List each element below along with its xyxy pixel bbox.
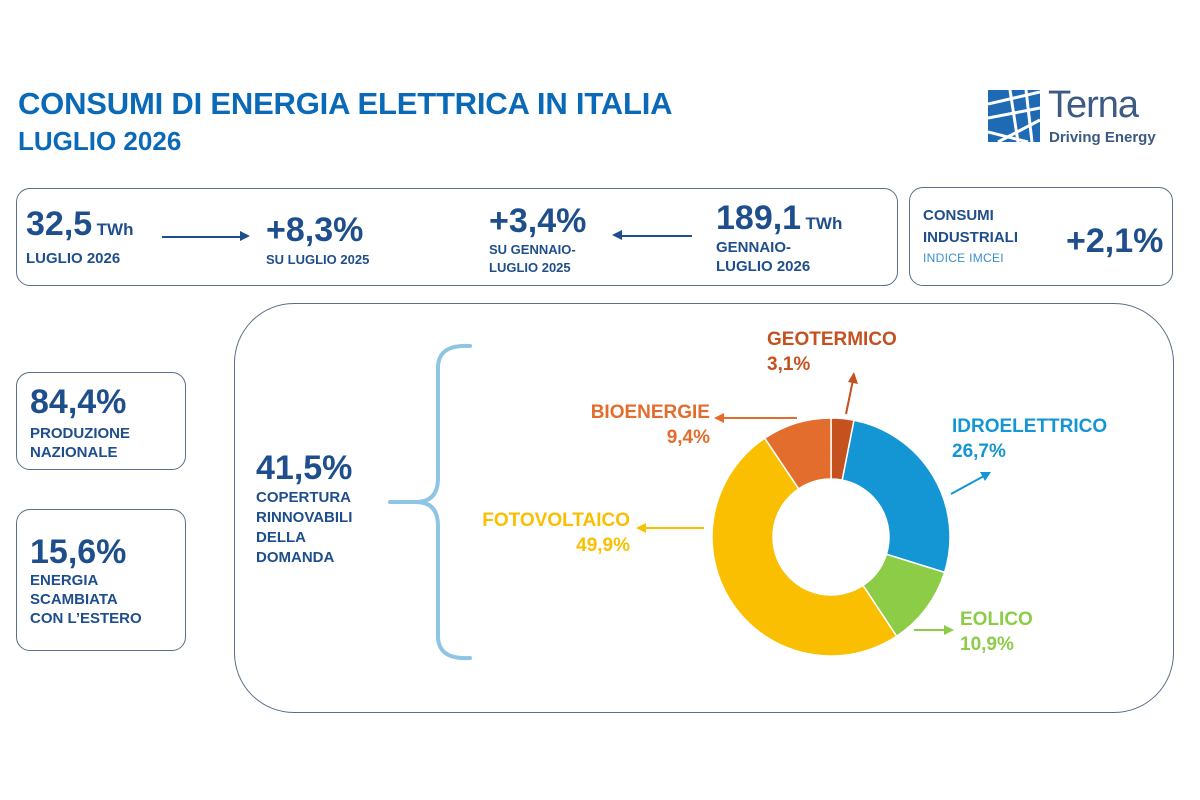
kpi-ytd-label-1: GENNAIO- <box>716 239 791 256</box>
kpi-monthly-unit: TWh <box>96 220 134 239</box>
slice-label-geotermico: GEOTERMICO 3,1% <box>767 327 897 377</box>
slice-label-fotovoltaico: FOTOVOLTAICO 49,9% <box>430 508 630 558</box>
renewables-label-1: COPERTURA <box>256 489 352 506</box>
kpi-ytd-label-2: LUGLIO 2026 <box>716 258 811 275</box>
national-production-label-2: NAZIONALE <box>30 444 118 461</box>
kpi-ytd-change-label-1: SU GENNAIO- <box>489 242 576 257</box>
renewables-label-3: DELLA <box>256 529 306 546</box>
page-title: CONSUMI DI ENERGIA ELETTRICA IN ITALIA <box>18 86 673 121</box>
kpi-monthly-change-value: +8,3% <box>266 211 364 249</box>
arrow-right-icon <box>162 236 242 238</box>
terna-logo-mark-icon <box>988 90 1040 142</box>
arrowhead-right-icon <box>240 231 250 241</box>
kpi-ytd: 189,1 TWh <box>716 201 842 235</box>
kpi-monthly-change-label: SU LUGLIO 2025 <box>266 252 370 267</box>
logo-wordmark: Terna <box>1048 84 1139 126</box>
industrial-label-2: INDUSTRIALI <box>923 229 1018 246</box>
slice-name: BIOENERGIE <box>590 402 710 423</box>
foreign-exchange-box <box>16 509 186 651</box>
foreign-exchange-label-3: CON L’ESTERO <box>30 610 142 627</box>
slice-name: EOLICO <box>960 609 1033 630</box>
slice-value: 3,1% <box>767 354 811 375</box>
slice-name: IDROELETTRICO <box>952 416 1108 437</box>
foreign-exchange-label-1: ENERGIA <box>30 572 99 589</box>
kpi-ytd-change-label-2: LUGLIO 2025 <box>489 260 571 275</box>
arrowhead-left-icon <box>612 230 622 240</box>
slice-value: 26,7% <box>952 441 1006 462</box>
renewables-panel <box>234 303 1174 713</box>
industrial-label-1: CONSUMI <box>923 207 994 224</box>
kpi-monthly-value: 32,5 <box>26 205 93 243</box>
kpi-monthly: 32,5 TWh <box>26 207 133 241</box>
terna-logo: Terna Driving Energy <box>988 84 1173 150</box>
industrial-index-label: INDICE IMCEI <box>923 251 1004 265</box>
arrow-left-icon <box>620 235 692 237</box>
page-subtitle: LUGLIO 2026 <box>18 126 182 156</box>
kpi-ytd-value: 189,1 <box>716 199 802 237</box>
slice-value: 10,9% <box>960 634 1014 655</box>
slice-label-bioenergie: BIOENERGIE 9,4% <box>570 400 710 450</box>
national-production-label-1: PRODUZIONE <box>30 425 131 442</box>
foreign-exchange-value: 15,6% <box>30 533 127 571</box>
renewables-label-2: RINNOVABILI <box>256 509 353 526</box>
slice-label-eolico: EOLICO 10,9% <box>960 607 1033 657</box>
slice-value: 9,4% <box>666 427 710 448</box>
foreign-exchange-label-2: SCAMBIATA <box>30 591 118 608</box>
slice-name: GEOTERMICO <box>767 329 897 350</box>
industrial-box <box>909 187 1173 286</box>
slice-value: 49,9% <box>576 535 630 556</box>
renewables-label-4: DOMANDA <box>256 549 335 566</box>
slice-label-idroelettrico: IDROELETTRICO 26,7% <box>952 414 1107 464</box>
curly-brace-icon <box>388 343 472 661</box>
industrial-value: +2,1% <box>1066 222 1164 260</box>
logo-tagline: Driving Energy <box>1049 129 1156 146</box>
kpi-ytd-change-value: +3,4% <box>489 202 587 240</box>
kpi-monthly-label: LUGLIO 2026 <box>26 250 121 267</box>
slice-name: FOTOVOLTAICO <box>482 510 630 531</box>
kpi-ytd-unit: TWh <box>805 214 843 233</box>
renewables-value: 41,5% <box>256 449 353 487</box>
national-production-box <box>16 372 186 470</box>
national-production-value: 84,4% <box>30 383 127 421</box>
